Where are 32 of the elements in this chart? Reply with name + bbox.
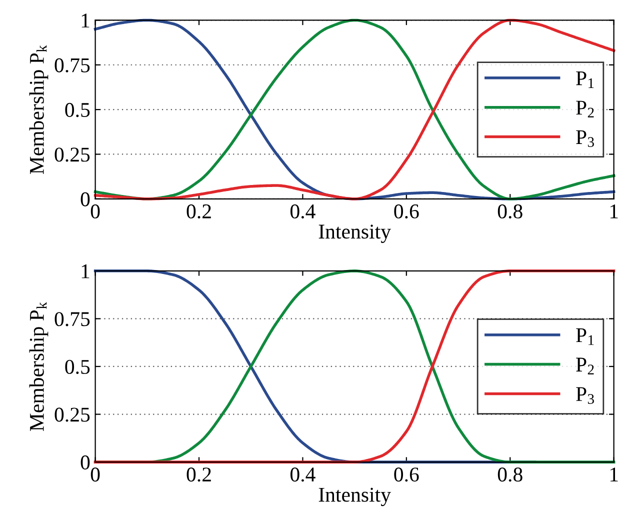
y-tick-label: 0.25 [54, 148, 90, 162]
x-tick-label: 0.8 [498, 468, 522, 482]
y-tick-label: 0.5 [65, 360, 90, 374]
legend-label: P$_{1}$ [576, 71, 594, 88]
y-tick-label: 0 [80, 455, 90, 470]
legend-label: P$_{3}$ [576, 130, 594, 147]
y-tick-label: 0.5 [65, 102, 90, 118]
y-tick-label: 1 [82, 264, 90, 278]
legend-label: P$_{2}$ [576, 100, 594, 118]
x-tick-label: 0.8 [498, 204, 522, 219]
y-tick-label: 0.75 [54, 312, 90, 326]
x-tick-label: 0.4 [290, 468, 316, 482]
x-tick-label: 1 [610, 204, 618, 218]
x-tick-label: 0.2 [186, 468, 211, 482]
x-tick-label: 1 [610, 468, 618, 482]
y-axis-title: Membership P$_{k}$ [29, 302, 48, 431]
x-tick-label: 0.6 [394, 204, 419, 219]
y-tick-label: 1 [82, 14, 90, 28]
x-tick-label: 0.2 [186, 204, 211, 219]
x-axis-title: Intensity [318, 488, 391, 506]
y-tick-label: 0.25 [54, 408, 90, 422]
x-axis-title: Intensity [318, 224, 391, 243]
x-tick-label: 0 [90, 468, 100, 482]
x-tick-label: 0.6 [394, 468, 419, 482]
legend-label: P$_{3}$ [576, 387, 594, 404]
y-tick-label: 0.75 [54, 58, 90, 72]
legend-label: P$_{2}$ [576, 358, 594, 374]
y-axis-title: Membership P$_{k}$ [29, 45, 48, 174]
x-tick-label: 0.4 [290, 204, 316, 219]
legend-label: P$_{1}$ [576, 328, 594, 345]
x-tick-label: 0 [90, 204, 100, 218]
y-tick-label: 0 [80, 192, 90, 206]
